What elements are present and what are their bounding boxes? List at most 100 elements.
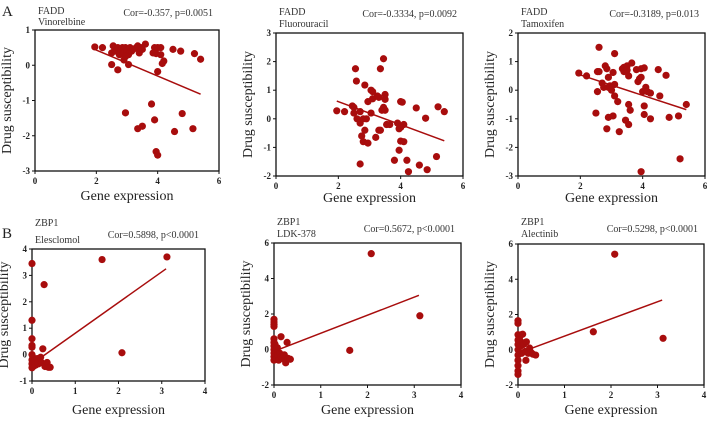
data-point	[372, 133, 380, 141]
y-tick-label: 4	[265, 274, 270, 284]
data-point	[659, 334, 667, 342]
y-tick-label: 0	[267, 114, 272, 124]
regression-line	[94, 48, 201, 95]
x-axis-title: Gene expression	[81, 189, 174, 204]
data-point	[369, 88, 377, 96]
y-axis-title: Drug susceptibility	[0, 262, 12, 369]
data-point	[375, 93, 383, 101]
data-point	[682, 100, 690, 109]
y-tick-label: -3	[23, 166, 31, 176]
x-tick-label: 6	[461, 181, 466, 191]
data-point	[114, 66, 122, 74]
data-point	[676, 155, 684, 163]
data-point	[154, 151, 162, 159]
gene-name: ZBP1	[35, 218, 58, 229]
data-point	[611, 49, 619, 58]
x-tick-label: 0	[272, 390, 277, 400]
data-point	[177, 47, 185, 55]
y-tick-label: -2	[506, 142, 514, 152]
x-tick-label: 1	[319, 390, 324, 400]
data-point	[646, 89, 655, 97]
data-point	[376, 126, 385, 134]
y-tick-label: 0	[265, 345, 270, 355]
y-axis-title: Drug susceptibility	[483, 261, 498, 368]
panel-label-b: B	[2, 226, 12, 242]
data-point	[415, 161, 423, 169]
data-point	[522, 338, 530, 346]
data-point	[625, 100, 633, 109]
data-point	[674, 112, 683, 120]
data-point	[361, 81, 369, 89]
y-tick-label: -2	[264, 171, 272, 181]
gene-name: FADD	[521, 7, 547, 18]
data-point	[381, 95, 389, 103]
data-point	[379, 55, 388, 63]
x-axis-title: Gene expression	[321, 403, 414, 418]
x-tick-label: 0	[516, 390, 521, 400]
data-point	[615, 128, 623, 136]
data-point	[646, 115, 655, 123]
y-tick-label: -3	[506, 171, 514, 181]
x-tick-label: 3	[412, 390, 417, 400]
data-point	[593, 88, 602, 96]
x-axis-title: Gene expression	[565, 403, 658, 418]
data-point	[416, 312, 424, 320]
x-tick-label: 1	[73, 386, 78, 396]
data-point	[154, 67, 162, 76]
correlation-stat: Cor=-0.3334, p=0.0092	[362, 9, 457, 20]
data-point	[604, 73, 612, 81]
data-point	[108, 60, 116, 69]
data-point	[628, 59, 636, 67]
data-point	[352, 77, 361, 85]
data-point	[351, 65, 360, 73]
x-tick-label: 6	[703, 181, 708, 191]
gene-name: ZBP1	[277, 217, 300, 228]
data-point	[398, 98, 406, 106]
scatter-panel-4: ZBP1 Elesclomol Cor=0.5898, p<0.0001 0 1 2 3 4 -…	[0, 218, 208, 418]
data-point	[404, 168, 413, 176]
data-point	[39, 345, 47, 353]
y-axis-title: Drug susceptibility	[483, 51, 498, 158]
drug-name: Alectinib	[521, 229, 558, 240]
y-tick-label: 1	[267, 85, 272, 95]
plot-frame	[517, 32, 706, 177]
x-tick-label: 4	[155, 176, 160, 186]
y-tick-label: 6	[265, 238, 270, 248]
data-point	[665, 113, 673, 121]
data-point	[637, 73, 645, 81]
data-point	[640, 110, 648, 119]
data-point	[98, 255, 106, 264]
data-point	[400, 138, 408, 146]
gene-name: FADD	[38, 6, 64, 17]
data-point	[592, 109, 600, 117]
data-point	[440, 108, 448, 116]
data-point	[367, 250, 375, 258]
data-point	[169, 45, 177, 53]
data-point	[637, 168, 645, 176]
data-point	[189, 125, 197, 133]
data-point	[595, 68, 603, 76]
y-axis-title: Drug susceptibility	[241, 51, 256, 158]
data-point	[514, 356, 522, 364]
y-tick-label: 2	[267, 57, 272, 67]
y-tick-label: 4	[23, 244, 28, 254]
y-tick-label: -1	[20, 376, 28, 386]
y-tick-label: 3	[23, 270, 28, 280]
data-point	[346, 346, 354, 354]
data-point	[589, 328, 597, 336]
data-point	[432, 152, 441, 161]
y-axis-title: Drug susceptibility	[0, 47, 15, 154]
data-point	[28, 259, 36, 268]
regression-line	[517, 299, 663, 354]
regression-line	[31, 268, 167, 365]
gene-name: FADD	[279, 7, 305, 18]
data-point	[364, 139, 372, 147]
y-tick-label: 0	[509, 345, 514, 355]
data-point	[98, 44, 107, 52]
data-point	[361, 126, 369, 134]
x-tick-label: 4	[702, 390, 707, 400]
